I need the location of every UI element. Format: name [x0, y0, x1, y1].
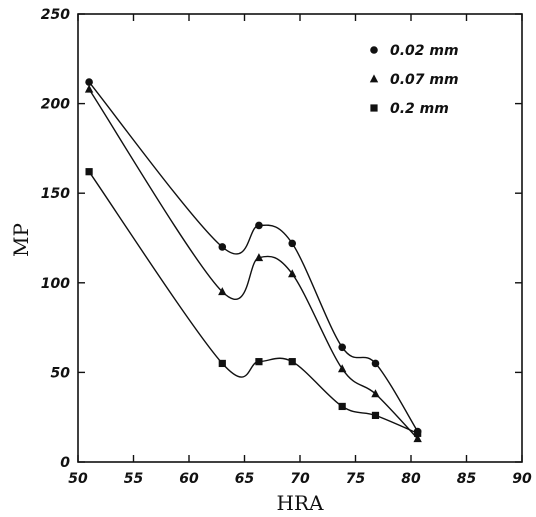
- data-point-square: [371, 411, 380, 420]
- legend-marker-square: [370, 104, 378, 112]
- x-tick-label: 55: [124, 471, 144, 487]
- x-tick-label: 75: [346, 471, 366, 487]
- series-line-2: [88, 88, 419, 440]
- legend: 0.02 mm 0.07 mm 0.2 mm: [369, 43, 459, 117]
- x-tick-label: 80: [401, 471, 421, 487]
- data-point-triangle: [371, 389, 380, 398]
- x-axis-title: HRA: [277, 491, 325, 515]
- data-point-circle: [218, 243, 227, 251]
- data-point-square: [85, 168, 93, 176]
- legend-marker-circle: [370, 46, 378, 54]
- legend-label: 0.07 mm: [390, 72, 459, 88]
- x-tick-label: 50: [68, 471, 88, 487]
- data-point-circle: [288, 239, 297, 248]
- data-point-square: [414, 429, 422, 437]
- data-point-square: [255, 358, 263, 366]
- y-axis-title: MP: [9, 223, 33, 257]
- data-point-circle: [85, 78, 93, 86]
- series-line-3: [88, 171, 418, 434]
- y-tick-label: 100: [41, 276, 70, 292]
- y-tick-label: 200: [41, 97, 70, 113]
- series-line-1: [88, 81, 419, 432]
- y-tick-label: 250: [41, 7, 70, 23]
- data-point-square: [338, 402, 346, 411]
- x-tick-label: 85: [457, 471, 477, 487]
- data-point-circle: [371, 359, 380, 368]
- legend-marker-triangle: [369, 74, 379, 83]
- x-tick-label: 60: [179, 471, 199, 487]
- data-point-triangle: [218, 287, 227, 296]
- data-point-circle: [255, 221, 263, 230]
- y-tick-label: 150: [41, 186, 70, 202]
- series-group: [84, 78, 422, 443]
- x-tick-label: 65: [235, 471, 255, 487]
- data-point-square: [288, 358, 296, 366]
- data-point-triangle: [413, 434, 422, 443]
- y-tick-label: 0: [60, 455, 70, 471]
- data-point-circle: [338, 343, 346, 352]
- legend-label: 0.02 mm: [390, 43, 459, 59]
- x-tick-label: 70: [290, 471, 310, 487]
- x-tick-label: 90: [512, 471, 532, 487]
- data-point-triangle: [337, 364, 347, 373]
- data-point-triangle: [84, 84, 94, 93]
- legend-label: 0.2 mm: [390, 101, 449, 117]
- data-point-triangle: [288, 269, 297, 278]
- data-point-triangle: [254, 253, 264, 262]
- data-point-square: [218, 359, 226, 368]
- y-tick-label: 50: [51, 365, 71, 381]
